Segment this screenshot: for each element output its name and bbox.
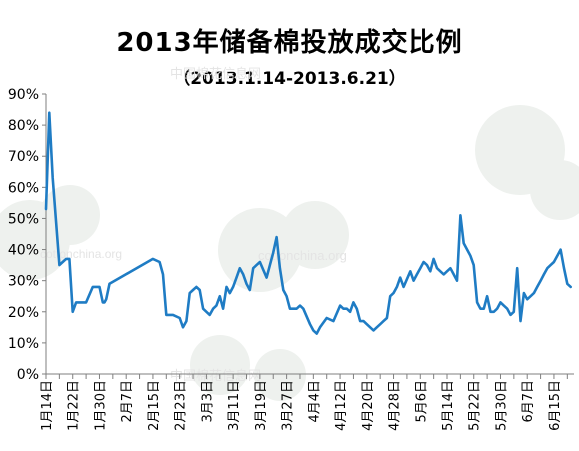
- x-tick-label: 2月15日: [147, 380, 162, 431]
- x-axis-ticks: 1月14日 1月22日 1月30日 2月7日 2月15日 2月23日 3月3日 3月11日 3月…: [40, 374, 568, 431]
- x-tick-label: 2月7日: [120, 380, 135, 423]
- watermark-text-top: 中国棉花信息网: [170, 66, 261, 81]
- watermark-text-left: cottonchina.org: [40, 247, 122, 261]
- x-tick-label: 6月15日: [548, 380, 563, 431]
- y-tick-label: 50%: [8, 211, 39, 227]
- x-tick-label: 4月12日: [334, 380, 349, 431]
- axes: [45, 94, 574, 375]
- x-tick-label: 1月14日: [40, 380, 55, 431]
- x-tick-label: 5月14日: [441, 380, 456, 431]
- y-tick-label: 30%: [8, 274, 39, 290]
- x-tick-label: 3月11日: [227, 380, 242, 431]
- watermark-text-bottom: 中国棉花信息网: [170, 368, 261, 383]
- x-tick-label: 3月19日: [254, 380, 269, 431]
- chart-title: 2013年储备棉投放成交比例: [116, 28, 463, 58]
- y-tick-label: 10%: [8, 336, 39, 352]
- x-tick-label: 5月6日: [414, 380, 429, 423]
- series-line: [44, 111, 573, 335]
- chart-subtitle: （2013.1.14-2013.6.21）: [173, 69, 406, 89]
- series-group: [44, 111, 573, 335]
- y-tick-label: 90%: [8, 87, 39, 103]
- y-tick-label: 20%: [8, 305, 39, 321]
- x-tick-label: 5月22日: [468, 380, 483, 431]
- x-tick-label: 6月7日: [521, 380, 536, 423]
- x-tick-label: 4月4日: [307, 380, 322, 423]
- x-tick-label: 1月22日: [67, 380, 82, 431]
- y-tick-label: 70%: [8, 149, 39, 165]
- y-tick-label: 80%: [8, 118, 39, 134]
- y-axis-ticks: 0% 10% 20% 30% 40% 50% 60% 70% 80% 90%: [8, 87, 46, 383]
- x-tick-label: 3月27日: [281, 380, 296, 431]
- x-tick-label: 4月28日: [388, 380, 403, 431]
- x-tick-label: 5月30日: [494, 380, 509, 431]
- y-tick-label: 60%: [8, 180, 39, 196]
- x-tick-label: 2月23日: [174, 380, 189, 431]
- x-tick-label: 4月20日: [361, 380, 376, 431]
- x-tick-label: 1月30日: [93, 380, 108, 431]
- watermark-graphics: [0, 105, 579, 401]
- y-tick-label: 0%: [17, 367, 39, 383]
- x-tick-label: 3月3日: [200, 380, 215, 423]
- y-tick-label: 40%: [8, 243, 39, 259]
